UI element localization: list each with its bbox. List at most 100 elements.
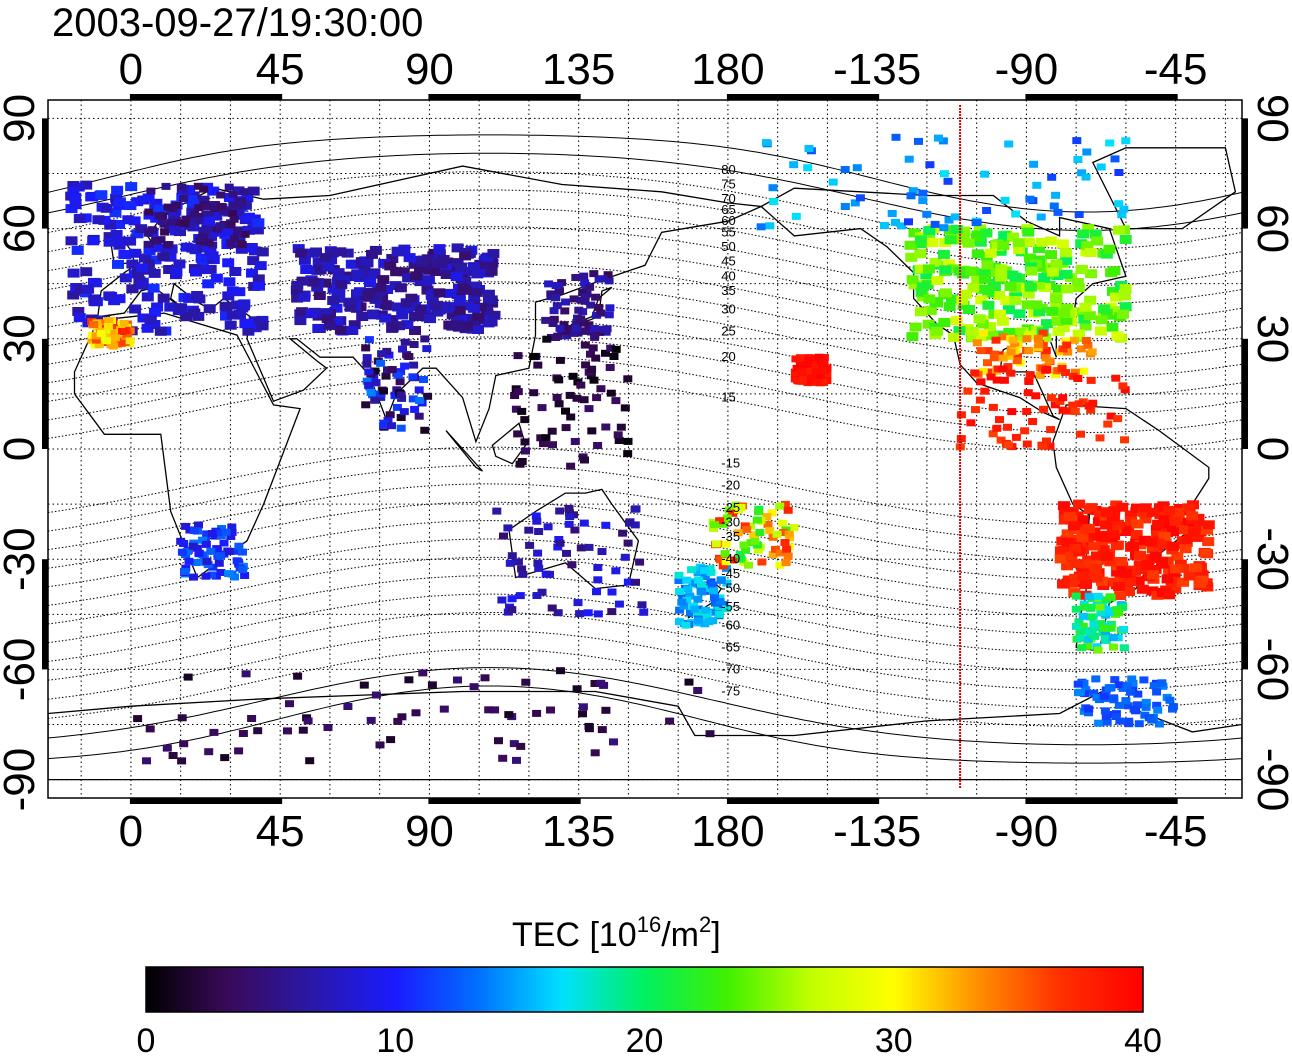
tec-cell: [966, 327, 979, 336]
tec-cell: [549, 307, 559, 315]
tec-cell: [971, 249, 984, 259]
tec-cell: [1078, 622, 1088, 630]
tec-cell: [988, 282, 1001, 291]
tec-cell: [392, 302, 405, 312]
tec-cell: [189, 573, 198, 581]
tec-cell: [224, 183, 234, 191]
tec-cell: [975, 396, 985, 404]
tec-cell: [533, 549, 543, 557]
tec-cell: [1113, 415, 1123, 423]
tec-cell: [614, 437, 624, 444]
tec-cell: [561, 407, 570, 415]
tec-cell: [204, 748, 214, 756]
tec-cell: [564, 504, 574, 512]
tec-cell: [597, 548, 607, 555]
tec-cell: [570, 526, 580, 534]
tec-cell: [446, 310, 459, 320]
tec-cell: [1085, 503, 1098, 513]
coastline: [491, 422, 527, 465]
tec-cell: [587, 365, 597, 373]
tec-cell: [683, 585, 693, 593]
tec-cell: [744, 561, 753, 569]
tec-cell: [149, 255, 162, 265]
tec-cell: [376, 359, 386, 367]
tec-cell: [146, 187, 156, 195]
tec-cell: [359, 681, 369, 689]
tec-cell: [980, 228, 993, 238]
y-tick-left--30: -30: [0, 527, 44, 591]
tec-cell: [1046, 306, 1059, 316]
tec-cell: [1071, 592, 1081, 600]
tec-cell: [150, 242, 163, 252]
tec-cell: [1052, 284, 1065, 294]
tec-cell: [1034, 341, 1044, 349]
tec-cell: [1158, 531, 1171, 541]
tec-cell: [344, 302, 357, 312]
tec-cell: [803, 164, 813, 172]
tec-cell: [981, 260, 994, 270]
tec-cell: [543, 523, 553, 531]
x-tick-top-135: 135: [542, 45, 615, 94]
tec-cell: [731, 501, 741, 509]
tec-cell: [461, 321, 474, 331]
tec-cell: [211, 572, 221, 580]
tec-cell: [1106, 412, 1116, 420]
tec-cell: [1110, 292, 1123, 302]
tec-cell: [400, 298, 413, 308]
tec-cell: [1134, 720, 1144, 728]
tec-cell: [320, 308, 333, 318]
tec-cell: [533, 559, 543, 567]
tec-cell: [69, 200, 82, 210]
tec-cell: [343, 703, 353, 710]
tec-cell: [1039, 405, 1049, 413]
tec-cell: [1083, 642, 1093, 650]
tec-cell: [1201, 525, 1214, 535]
tec-cell: [804, 145, 814, 152]
tec-cell: [201, 540, 211, 548]
tec-cell: [1167, 527, 1179, 537]
tec-cell: [1061, 561, 1074, 571]
tec-cell: [1038, 342, 1048, 349]
tec-cell: [195, 253, 208, 263]
tec-cell: [914, 249, 927, 259]
tec-cell: [601, 423, 611, 431]
tec-cell: [754, 508, 763, 516]
contour-line: [48, 501, 1242, 580]
tec-cell: [1003, 327, 1016, 337]
tec-cell: [1091, 551, 1103, 561]
contour-label--40: -40: [721, 551, 740, 566]
tec-cell: [1094, 719, 1104, 727]
tec-cell: [1192, 521, 1205, 531]
tec-cell: [916, 292, 929, 302]
tec-cell: [427, 681, 437, 689]
tec-cell: [190, 267, 202, 277]
tec-cell: [539, 440, 548, 448]
frame-tick-bottom: [1174, 798, 1178, 804]
tec-cell: [285, 700, 294, 708]
contour-label-70: 70: [721, 191, 735, 206]
tec-cell: [188, 542, 198, 550]
tec-cell: [1011, 210, 1021, 218]
tec-cell: [73, 313, 86, 323]
tec-cell: [386, 736, 396, 744]
frame-bar-bottom: [1026, 798, 1176, 804]
tec-cell: [763, 520, 773, 528]
tec-cell: [982, 207, 992, 214]
tec-cell: [956, 435, 966, 443]
tec-cell: [1061, 537, 1074, 547]
tec-cell: [548, 320, 558, 327]
tec-cell: [335, 280, 348, 290]
tec-cell: [362, 360, 372, 368]
tec-cell: [1122, 682, 1132, 689]
tec-cell: [1022, 289, 1035, 299]
tec-cell: [145, 725, 155, 733]
tec-cell: [1065, 551, 1078, 561]
contour-label--65: -65: [721, 639, 740, 654]
tec-cell: [94, 341, 104, 349]
tec-cell: [736, 555, 746, 563]
colorbar-label: TEC [1016/m2]: [512, 912, 721, 954]
tec-cell: [1114, 591, 1127, 601]
tec-cell: [332, 268, 345, 278]
tec-cell: [377, 275, 390, 285]
tec-cell: [381, 285, 394, 294]
